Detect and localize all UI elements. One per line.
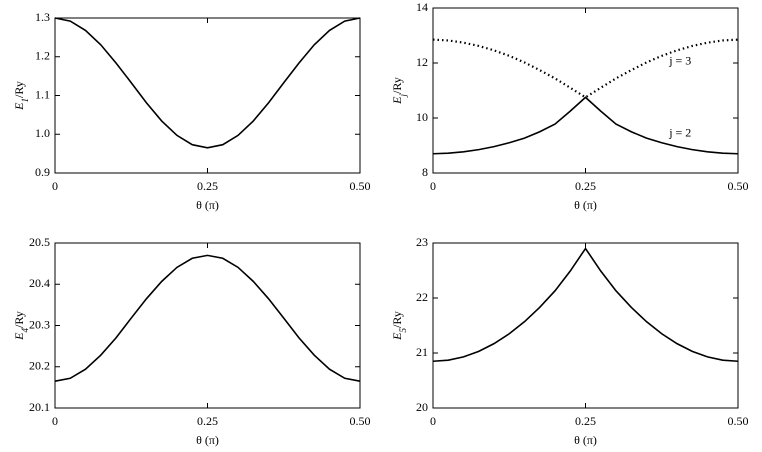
- x-tick-label: 0.50: [350, 414, 371, 428]
- series-line: [54, 254, 361, 382]
- y-axis-label-part: E: [12, 102, 26, 111]
- y-tick-label: 20.4: [29, 276, 50, 290]
- series-annotation: j = 2: [668, 125, 691, 139]
- y-axis-label-part: 4: [20, 328, 30, 333]
- y-tick-label: 20: [416, 400, 428, 414]
- x-tick-label: 0: [52, 179, 58, 193]
- y-tick-label: 20.2: [29, 359, 50, 373]
- x-axis-label: θ (π): [574, 433, 597, 447]
- y-tick-label: 14: [416, 0, 428, 14]
- y-tick-label: 1.0: [35, 126, 50, 140]
- series-line: [432, 96, 739, 155]
- series-annotation: j = 3: [668, 54, 691, 68]
- y-axis-label-part: /Ry: [390, 311, 404, 328]
- x-tick-label: 0.50: [728, 179, 749, 193]
- x-tick-label: 0: [430, 179, 436, 193]
- y-axis-label-part: E: [12, 332, 26, 341]
- y-axis-label-part: j: [398, 94, 408, 98]
- y-axis-label: Ej/Ry: [390, 77, 408, 105]
- plot-frame: [432, 242, 739, 409]
- y-tick-label: 0.9: [35, 165, 50, 179]
- y-axis-label-part: /Ry: [390, 77, 404, 94]
- x-tick-label: 0.25: [197, 414, 218, 428]
- x-tick-label: 0.25: [197, 179, 218, 193]
- y-tick-label: 21: [416, 345, 428, 359]
- y-axis-label-part: /Ry: [12, 81, 26, 98]
- series-line: [432, 38, 739, 99]
- x-tick-label: 0.25: [575, 414, 596, 428]
- x-tick-label: 0.50: [728, 414, 749, 428]
- y-tick-label: 20.3: [29, 317, 50, 331]
- y-axis-label: E1/Ry: [12, 81, 30, 111]
- x-tick-label: 0: [430, 414, 436, 428]
- y-axis-label-part: E: [390, 332, 404, 341]
- y-axis-label-part: 5: [398, 328, 408, 333]
- x-axis-label: θ (π): [574, 198, 597, 212]
- y-axis-label-part: /Ry: [12, 311, 26, 328]
- y-tick-label: 22: [416, 290, 428, 304]
- y-tick-label: 1.3: [35, 10, 50, 24]
- y-tick-label: 20.1: [29, 400, 50, 414]
- y-tick-label: 1.2: [35, 49, 50, 63]
- y-tick-label: 20.5: [29, 235, 50, 249]
- y-axis-label-part: 1: [20, 98, 30, 103]
- plot-frame: [432, 7, 739, 174]
- x-tick-label: 0.25: [575, 179, 596, 193]
- y-axis-label: E5/Ry: [390, 311, 408, 341]
- plot-frame: [54, 17, 361, 174]
- y-tick-label: 1.1: [35, 87, 50, 101]
- x-tick-label: 0.50: [350, 179, 371, 193]
- plot-frame: [54, 242, 361, 409]
- x-tick-label: 0: [52, 414, 58, 428]
- y-axis-label-part: E: [390, 96, 404, 105]
- y-tick-label: 10: [416, 110, 428, 124]
- y-tick-label: 23: [416, 235, 428, 249]
- y-axis-label: E4/Ry: [12, 311, 30, 341]
- x-axis-label: θ (π): [196, 433, 219, 447]
- y-tick-label: 12: [416, 55, 428, 69]
- series-line: [54, 17, 361, 149]
- series-line: [432, 247, 739, 363]
- x-axis-label: θ (π): [196, 198, 219, 212]
- y-tick-label: 8: [422, 165, 428, 179]
